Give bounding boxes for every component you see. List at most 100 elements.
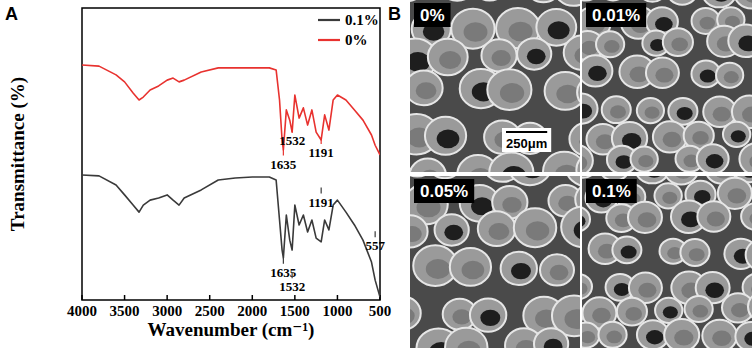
pore-shadow [671, 38, 688, 52]
pore-shadow [638, 155, 653, 167]
pore-shadow [655, 68, 673, 83]
x-tick-label: 2000 [237, 303, 267, 319]
pore-shadow [580, 134, 581, 150]
pore-shadow [592, 308, 611, 323]
annotation-tick [375, 231, 376, 237]
label-box [414, 3, 451, 27]
pore-shadow [693, 305, 709, 318]
pore [735, 322, 752, 348]
pore-shadow [610, 105, 626, 118]
x-tick-label: 1000 [322, 303, 352, 319]
pore-shadow [663, 306, 678, 318]
plot-area [82, 65, 380, 297]
x-tick-label: 500 [369, 303, 392, 319]
pore-shadow [731, 303, 749, 317]
pore-shadow [502, 166, 526, 172]
pore-shadow [749, 212, 752, 225]
pore-shadow [638, 283, 656, 298]
pore [564, 35, 580, 70]
pore-shadow [521, 176, 545, 178]
x-axis-label: Wavenumber (cm⁻¹) [148, 319, 315, 341]
sem-image [410, 176, 580, 348]
pore-shadow [555, 165, 578, 172]
pore [582, 55, 612, 86]
pore-shadow [491, 50, 510, 66]
pore-shadow [582, 155, 587, 170]
pore [410, 296, 421, 329]
pore-shadow [439, 51, 461, 69]
pore-shadow [582, 331, 595, 343]
label-box [586, 179, 637, 203]
annotation: 1532 [279, 279, 305, 294]
pore [630, 147, 657, 172]
label-box [586, 3, 646, 27]
pore [545, 72, 580, 110]
x-tick [252, 295, 254, 300]
x-tick-label: 4000 [67, 303, 97, 319]
pore [734, 0, 752, 8]
pore-shadow [574, 47, 580, 64]
scale-bar [506, 131, 547, 133]
pore [438, 0, 476, 1]
pore-shadow [674, 330, 693, 346]
pore [582, 176, 597, 178]
pore [508, 176, 551, 185]
sem-image [582, 176, 752, 348]
pore [410, 159, 446, 172]
pore [612, 237, 641, 264]
pore-shadow [689, 248, 705, 261]
pore [561, 207, 580, 248]
pore-shadow [420, 170, 440, 172]
pore [534, 328, 568, 348]
pore-shadow [410, 308, 415, 324]
x-tick-label: 3500 [110, 303, 140, 319]
annotation-tick [283, 150, 284, 156]
pore-shadow [462, 261, 485, 280]
x-tick-label: 3000 [152, 303, 182, 319]
pore-shadow [700, 70, 716, 83]
pore [739, 143, 752, 172]
sem-image [410, 0, 580, 172]
pore [582, 93, 598, 123]
pore-shadow [663, 132, 682, 147]
pore [628, 202, 662, 233]
pore [428, 176, 463, 178]
pore [635, 176, 670, 183]
sem-image [582, 0, 752, 172]
pore [664, 319, 699, 348]
pore [540, 254, 574, 285]
image-label: 0.1% [592, 182, 631, 201]
pore [543, 152, 580, 172]
pore [748, 291, 752, 323]
pore [617, 298, 647, 326]
annotation: 557 [365, 238, 385, 253]
pore-shadow [604, 40, 620, 53]
annotation: 1635 [270, 265, 297, 280]
pore [639, 0, 667, 2]
pore [716, 63, 743, 88]
scale-bar-label: 250μm [506, 136, 547, 151]
pore [410, 215, 428, 247]
pore-shadow [548, 21, 570, 39]
legend-swatch [318, 39, 340, 41]
pore-shadow [582, 104, 592, 119]
series-line [82, 65, 380, 155]
pore [637, 98, 664, 123]
label-box [414, 179, 474, 203]
pore-shadow [731, 130, 746, 142]
scale-bar-box [502, 128, 551, 152]
legend-swatch [318, 19, 340, 21]
pore [445, 328, 487, 348]
y-axis-label: Transmittance (%) [7, 77, 29, 231]
annotation: 1191 [309, 195, 334, 210]
pore-shadow [480, 310, 500, 326]
pore [582, 145, 593, 172]
annotation-tick [321, 138, 322, 144]
pore [410, 0, 427, 1]
pore-shadow [527, 49, 546, 64]
pore-shadow [502, 197, 521, 213]
pore-shadow [452, 309, 471, 324]
pore [582, 207, 590, 232]
series-line [82, 175, 380, 297]
x-tick-label: 1500 [280, 303, 310, 319]
